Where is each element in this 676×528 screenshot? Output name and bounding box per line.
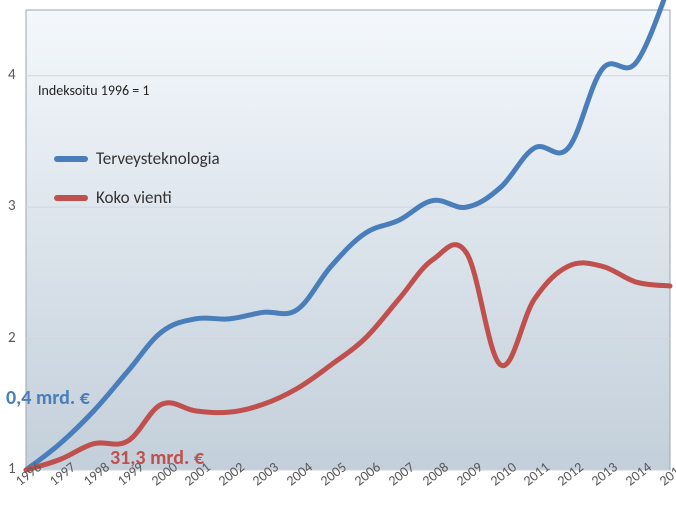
y-tick-label: 3 bbox=[8, 197, 16, 215]
chart-subtitle: Indeksoitu 1996 = 1 bbox=[38, 82, 150, 99]
legend-label: Terveysteknologia bbox=[96, 148, 220, 169]
y-tick-label: 4 bbox=[8, 66, 16, 84]
legend: Terveysteknologia Koko vienti bbox=[54, 148, 220, 226]
value-annotation: 31,3 mrd. € bbox=[110, 446, 204, 470]
legend-item: Koko vienti bbox=[54, 187, 220, 208]
legend-label: Koko vienti bbox=[96, 187, 172, 208]
export-index-chart: 1234199619971998199920002001200220032004… bbox=[0, 0, 676, 528]
legend-swatch bbox=[54, 156, 88, 162]
y-tick-label: 2 bbox=[8, 329, 16, 347]
legend-swatch bbox=[54, 195, 88, 201]
legend-item: Terveysteknologia bbox=[54, 148, 220, 169]
chart-svg bbox=[0, 0, 676, 528]
value-annotation: 0,4 mrd. € bbox=[6, 386, 90, 410]
plot-background bbox=[26, 10, 670, 470]
